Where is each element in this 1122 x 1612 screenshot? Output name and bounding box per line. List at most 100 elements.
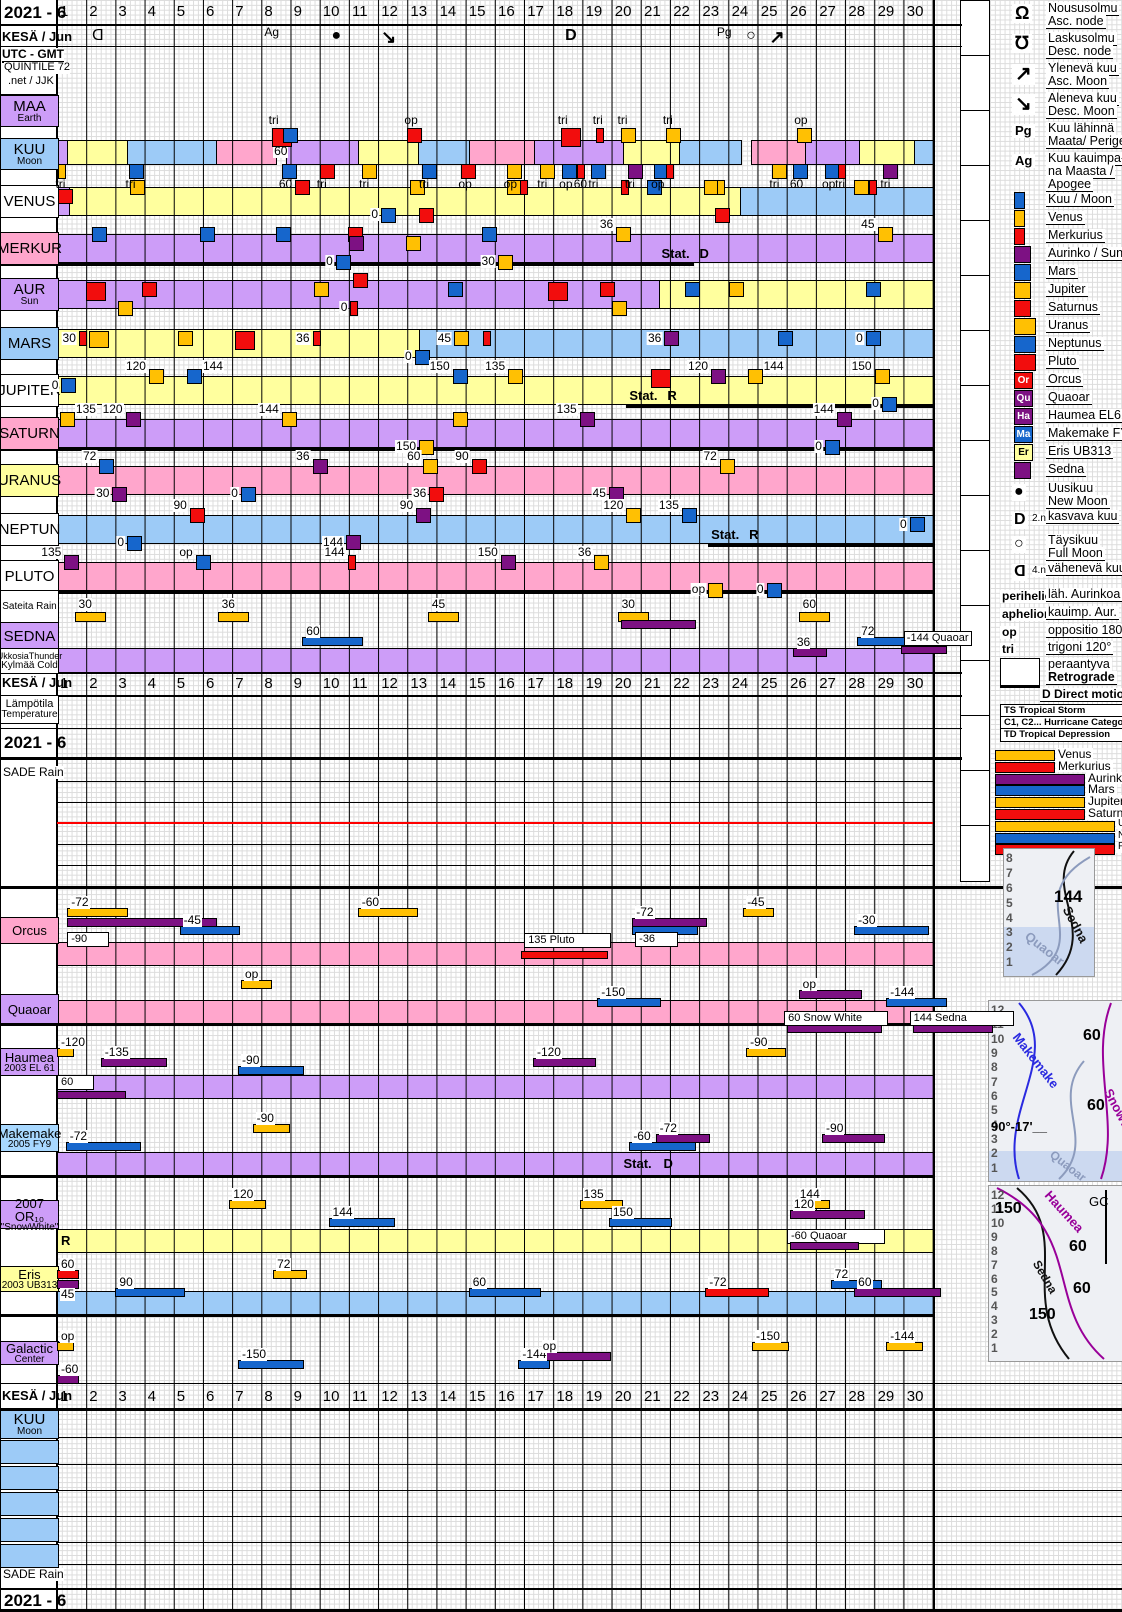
kuu-empty-cell	[0, 1518, 59, 1542]
pluto-aspect-value: op	[178, 545, 194, 559]
legend-swatch-Neptunus	[1014, 336, 1036, 353]
legend-text: vähenevä kuu	[1046, 561, 1122, 577]
venus-aspect	[58, 189, 74, 204]
orcus-aspect-bar	[67, 908, 128, 917]
legend-swatch-Haumea EL61: Ha	[1014, 408, 1033, 425]
kuu-band	[750, 140, 807, 165]
pluto-aspect	[195, 555, 211, 570]
pluto-aspect	[594, 555, 610, 570]
day-label: 23	[702, 1388, 720, 1405]
inset-axis-tick: 7	[991, 1074, 998, 1089]
day-label: 26	[790, 1388, 807, 1405]
inset-label-90°-17'__: 90°-17'__	[991, 1119, 1047, 1134]
day-label: 5	[176, 675, 186, 692]
quaoar-aspect-bar	[240, 980, 273, 989]
ruler-cell	[960, 330, 990, 387]
jupiter-aspect-value: 135	[484, 359, 507, 373]
day-label: 29	[877, 3, 895, 20]
venus-aspect	[294, 180, 310, 195]
bottom-title: 2021 - 6	[4, 1591, 67, 1610]
jupiter-aspect	[508, 369, 524, 384]
day-label: 11	[352, 675, 368, 692]
legend-text: Uranus	[1046, 318, 1091, 334]
inset-label-60: 60	[1069, 1238, 1087, 1255]
day-label: 6	[206, 3, 215, 20]
jupiter-aspect	[148, 369, 164, 384]
day-label: 1	[60, 675, 69, 692]
quaoar-aspect-bar	[597, 998, 661, 1007]
day-label: 10	[322, 1388, 340, 1405]
day-label: 9	[293, 1388, 302, 1405]
mars-aspect	[865, 331, 881, 346]
divider	[0, 1588, 1122, 1590]
legend-bar-Mars	[995, 785, 1085, 797]
orcus-aspect-bar	[743, 908, 775, 917]
day-label: 25	[760, 3, 778, 20]
day-label: 18	[556, 1388, 574, 1405]
uranus-aspect	[312, 459, 328, 474]
or10-aspect-bar	[229, 1200, 267, 1209]
day-label: 25	[760, 1388, 778, 1405]
day-label: 9	[293, 675, 302, 692]
day-label: 30	[906, 1388, 924, 1405]
eris-aspect-bar	[854, 1288, 941, 1297]
kuu-band	[357, 140, 420, 165]
divider	[0, 46, 962, 47]
legend-symbol-Ag: Ag	[1012, 154, 1036, 168]
makemake-aspect-bar	[252, 1124, 290, 1133]
divider	[0, 1175, 933, 1178]
sedna-quaoar-bar	[900, 646, 947, 654]
haumea-aspect-bar	[100, 1058, 168, 1067]
legend-text: Täysikuu	[1046, 533, 1101, 549]
orcus-aspect-bar	[179, 926, 241, 935]
day-label: 15	[468, 1388, 486, 1405]
legend-text: D Direct motion	[1040, 688, 1122, 702]
gc-aspect-value: op	[60, 1329, 76, 1343]
legend-bar-Merkurius	[995, 761, 1055, 773]
moon-phase-event: D	[92, 27, 104, 44]
legend-symbol: D	[1012, 563, 1028, 581]
orcus-aspect-value: -45	[746, 895, 766, 909]
divider	[57, 865, 933, 866]
legend-swatch-Jupiter	[1014, 282, 1031, 299]
day-label: 2	[89, 1388, 98, 1405]
inset-axis-tick: 2	[1006, 940, 1013, 955]
aur-aspect	[350, 301, 359, 316]
eris-aspect-value: -72	[708, 1275, 728, 1289]
legend-text: Orcus	[1046, 372, 1084, 388]
inset-axis-tick: 10	[991, 1031, 1005, 1046]
saturn-aspect-value: 0	[814, 439, 823, 453]
gc-aspect-value: op	[541, 1339, 558, 1353]
legend-swatch-Merkurius	[1014, 228, 1025, 245]
day-label: 24	[731, 3, 749, 20]
neptun-aspect	[626, 508, 642, 523]
legend-swatch-Sedna	[1014, 462, 1031, 479]
inset-axis-tick: 5	[991, 1285, 998, 1300]
moon-phase-event: D	[565, 27, 577, 44]
sade-label-bottom: SADE Rain	[3, 1567, 64, 1581]
quaoar-aspect-value: -144	[889, 985, 916, 999]
day-label: 8	[264, 675, 273, 692]
eris-aspect-value: 60	[471, 1275, 488, 1289]
haumea-aspect-value: -90	[241, 1053, 261, 1067]
kuu-aspect-value: tri	[835, 177, 846, 191]
legend-text: läh. Aurinkoa	[1046, 587, 1122, 603]
day-label: 11	[352, 1388, 368, 1405]
eris-aspect-bar	[705, 1288, 769, 1297]
day-label: 8	[264, 1388, 273, 1405]
row-thunder-label: UkkosiaThunder	[0, 650, 63, 661]
row-uranus: URANUS	[0, 464, 61, 497]
inset-curves	[1013, 1002, 1112, 1180]
inset-axis-tick: 4	[1006, 910, 1013, 925]
kuu-aspect	[620, 128, 636, 143]
day-label: 30	[906, 3, 924, 20]
rain-value: 36	[221, 597, 235, 611]
haumea-aspect-value: -120	[60, 1035, 87, 1049]
moon-phase-event: ↘	[381, 27, 397, 47]
day-label: 23	[702, 675, 720, 692]
mars-aspect-value: 36	[295, 331, 311, 345]
kuu-band	[858, 140, 916, 165]
day-label: 13	[410, 1388, 428, 1405]
row-neptun-label: NEPTUN	[0, 521, 61, 538]
section-or10-label: 2007 OR₁₀	[14, 1195, 45, 1224]
